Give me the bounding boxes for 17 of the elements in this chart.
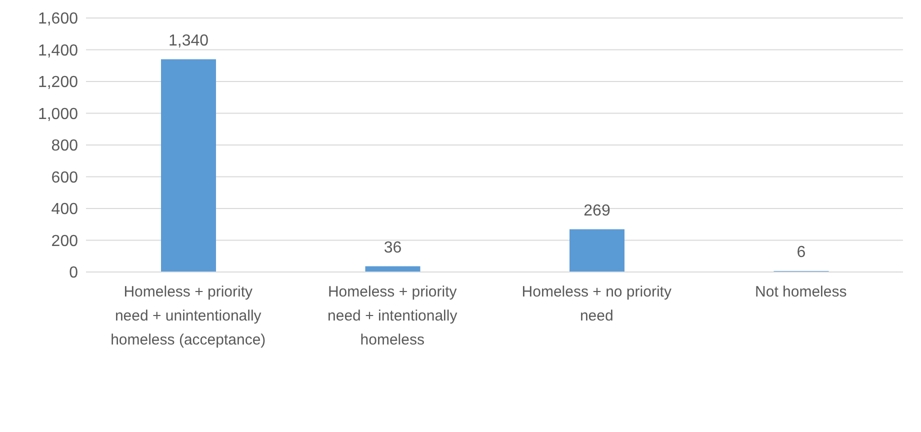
x-tick-label: Not homeless <box>755 284 847 301</box>
y-tick-label: 1,400 <box>38 42 78 60</box>
data-label: 36 <box>384 239 402 256</box>
y-tick-label: 0 <box>69 264 78 282</box>
data-label: 1,340 <box>168 32 209 50</box>
y-tick-label: 200 <box>51 232 78 250</box>
y-tick-label: 400 <box>51 201 78 218</box>
y-tick-label: 1,000 <box>38 106 78 123</box>
y-tick-label: 800 <box>51 138 78 155</box>
y-tick-label: 1,600 <box>38 10 78 28</box>
y-tick-label: 600 <box>51 169 78 186</box>
x-tick-label: Homeless + priority need + intentionally homeless <box>328 284 458 349</box>
x-tick-label: Homeless + no priority need <box>522 284 672 325</box>
x-tick-label: Homeless + priority need + unintentionally homeless (acceptance) <box>110 284 266 349</box>
data-label: 6 <box>796 244 806 262</box>
y-tick-label: 1,200 <box>38 74 78 92</box>
data-label: 269 <box>584 202 610 220</box>
